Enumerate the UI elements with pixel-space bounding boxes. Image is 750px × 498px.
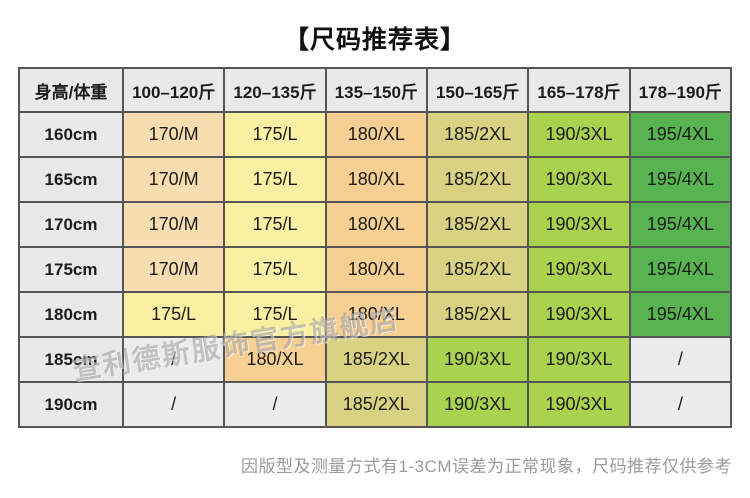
size-cell: / bbox=[628, 381, 733, 428]
size-cell: 170/M bbox=[121, 156, 226, 203]
weight-header: 135–150斤 bbox=[324, 67, 428, 113]
weight-header: 120–135斤 bbox=[223, 67, 327, 113]
height-label: 165cm bbox=[18, 156, 124, 203]
size-cell: 175/L bbox=[121, 291, 226, 338]
table-row: 180cm 175/L 175/L 180/XL 185/2XL 190/3XL 195/4… bbox=[18, 291, 733, 338]
size-cell: 190/3XL bbox=[527, 381, 631, 428]
size-cell: / bbox=[121, 381, 226, 428]
size-cell: 185/2XL bbox=[425, 156, 530, 203]
size-cell: 175/L bbox=[223, 246, 327, 293]
table-row: 165cm 170/M 175/L 180/XL 185/2XL 190/3XL 195/4… bbox=[18, 156, 733, 203]
size-cell: 175/L bbox=[223, 291, 327, 338]
corner-header: 身高/体重 bbox=[18, 67, 124, 113]
weight-header: 150–165斤 bbox=[425, 67, 530, 113]
size-cell: 170/M bbox=[121, 246, 226, 293]
table-row: 185cm/180/XL 185/2XL 190/3XL 190/3XL / bbox=[18, 336, 733, 383]
size-cell: 195/4XL bbox=[628, 156, 733, 203]
size-cell: 190/3XL bbox=[527, 336, 631, 383]
size-cell: 180/XL bbox=[324, 201, 428, 248]
weight-header: 100–120斤 bbox=[121, 67, 226, 113]
size-cell: 170/M bbox=[121, 111, 226, 158]
size-cell: 180/XL bbox=[324, 246, 428, 293]
weight-header: 165–178斤 bbox=[527, 67, 631, 113]
size-table-wrap: 身高/体重 100–120斤 120–135斤 135–150斤 150–165斤 165… bbox=[18, 67, 733, 428]
page-title: 【尺码推荐表】 bbox=[283, 26, 466, 54]
size-cell: 180/XL bbox=[223, 336, 327, 383]
size-cell: / bbox=[121, 336, 226, 383]
size-cell: 185/2XL bbox=[425, 201, 530, 248]
size-cell: 175/L bbox=[223, 111, 327, 158]
size-cell: 195/4XL bbox=[628, 291, 733, 338]
size-cell: / bbox=[223, 381, 327, 428]
height-label: 170cm bbox=[18, 201, 124, 248]
table-row: 190cm //185/2XL 190/3XL 190/3XL / bbox=[18, 381, 733, 428]
size-cell: 190/3XL bbox=[527, 201, 631, 248]
size-cell: 190/3XL bbox=[527, 111, 631, 158]
height-label: 175cm bbox=[18, 246, 124, 293]
size-cell: 170/M bbox=[121, 201, 226, 248]
size-cell: 180/XL bbox=[324, 111, 428, 158]
table-row: 170cm 170/M 175/L 180/XL 185/2XL 190/3XL 195/4… bbox=[18, 201, 733, 248]
size-cell: 190/3XL bbox=[527, 156, 631, 203]
size-cell: 175/L bbox=[223, 201, 327, 248]
size-cell: 195/4XL bbox=[628, 111, 733, 158]
height-label: 190cm bbox=[18, 381, 124, 428]
size-cell: 195/4XL bbox=[628, 246, 733, 293]
size-cell: 175/L bbox=[223, 156, 327, 203]
size-cell: 195/4XL bbox=[628, 201, 733, 248]
size-cell: 185/2XL bbox=[425, 291, 530, 338]
size-cell: 185/2XL bbox=[425, 111, 530, 158]
table-row: 160cm 170/M 175/L 180/XL 185/2XL 190/3XL 195/4… bbox=[18, 111, 733, 158]
size-cell: 190/3XL bbox=[425, 381, 530, 428]
size-cell: 180/XL bbox=[324, 156, 428, 203]
size-cell: 185/2XL bbox=[324, 381, 428, 428]
footnote: 因版型及测量方式有1-3CM误差为正常现象，尺码推荐仅供参考 bbox=[240, 457, 732, 476]
table-row: 175cm 170/M 175/L 180/XL 185/2XL 190/3XL 195/4… bbox=[18, 246, 733, 293]
weight-header: 178–190斤 bbox=[628, 67, 733, 113]
size-cell: / bbox=[628, 336, 733, 383]
height-label: 185cm bbox=[18, 336, 124, 383]
size-cell: 190/3XL bbox=[425, 336, 530, 383]
size-cell: 190/3XL bbox=[527, 246, 631, 293]
size-cell: 185/2XL bbox=[324, 336, 428, 383]
table-header-row: 身高/体重 100–120斤 120–135斤 135–150斤 150–165斤 165… bbox=[18, 67, 733, 113]
size-table: 身高/体重 100–120斤 120–135斤 135–150斤 150–165斤 165… bbox=[18, 67, 733, 428]
size-cell: 190/3XL bbox=[527, 291, 631, 338]
size-cell: 185/2XL bbox=[425, 246, 530, 293]
height-label: 160cm bbox=[18, 111, 124, 158]
size-cell: 180/XL bbox=[324, 291, 428, 338]
height-label: 180cm bbox=[18, 291, 124, 338]
